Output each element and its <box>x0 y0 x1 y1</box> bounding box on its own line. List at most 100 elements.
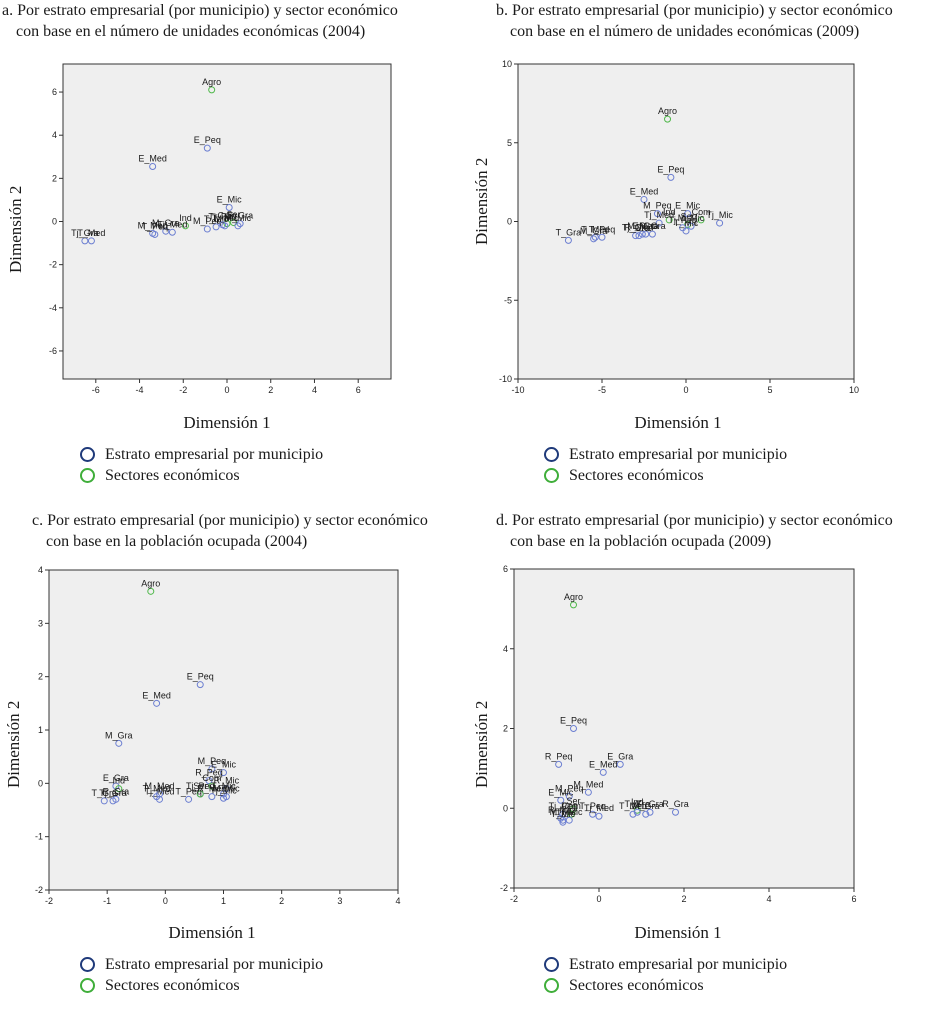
scatter-point <box>570 601 577 609</box>
point-label: T_Peq <box>142 221 169 231</box>
scatter-point <box>629 810 637 818</box>
legend-item-estrato: Estrato empresarial por municipio <box>80 954 323 975</box>
point-label: Tj_Mic <box>706 210 733 220</box>
scatter-chart: -10 -5 0 5 10 -10 -5 0 5 10 Agro E_Peq E_Med M_Peq E_M… <box>499 59 859 395</box>
scatter-point <box>684 210 692 218</box>
scatter-point <box>589 810 597 818</box>
x-tick-label: -4 <box>136 385 144 395</box>
panel-title-line1: b. Por estrato empresarial (por municipi… <box>496 2 893 19</box>
point-label: Com <box>217 211 236 221</box>
scatter-point <box>220 769 227 777</box>
scatter-point <box>147 587 155 595</box>
point-label: Ser <box>566 796 580 806</box>
scatter-point <box>234 222 242 230</box>
scatter-point <box>635 232 643 240</box>
scatter-point <box>87 237 95 245</box>
scatter-point <box>632 232 640 240</box>
point-label: E_Gra <box>633 221 659 231</box>
scatter-point <box>716 219 724 227</box>
scatter-point <box>682 227 690 235</box>
legend-label-sectores: Sectores económicos <box>569 467 704 484</box>
point-label: Tj_Gra <box>636 799 664 809</box>
point-label: T_Mic <box>204 214 229 224</box>
scatter-point <box>687 222 695 230</box>
y-tick-label: -6 <box>49 346 57 356</box>
scatter-point <box>225 203 233 211</box>
legend-marker-estrato <box>544 957 559 972</box>
point-label: M_Mic <box>550 807 577 817</box>
y-tick-label: 0 <box>503 803 508 813</box>
x-tick-label: 3 <box>337 896 342 906</box>
y-tick-label: 4 <box>38 565 43 575</box>
point-label: E_Med <box>630 186 659 196</box>
legend: Estrato empresarial por municipio Sector… <box>544 444 787 486</box>
legend-item-sectores: Sectores económicos <box>544 465 787 486</box>
panel-title: d. Por estrato empresarial (por municipi… <box>496 510 936 552</box>
scatter-point <box>595 812 603 820</box>
panel-title-line1: d. Por estrato empresarial (por municipi… <box>496 512 893 529</box>
x-tick-label: -2 <box>45 896 53 906</box>
point-label: T_Med <box>77 228 105 238</box>
point-label: E_Peq <box>194 135 221 145</box>
scatter-point <box>222 785 230 793</box>
point-label: T_Mic <box>551 809 576 819</box>
scatter-point <box>684 221 692 229</box>
point-label: Tj_Peq <box>668 215 697 225</box>
scatter-point <box>208 782 216 790</box>
point-label: T_Mic <box>674 218 699 228</box>
point-label: Tj_Gra <box>99 788 127 798</box>
point-label: R_Med <box>624 223 653 233</box>
legend-label-sectores: Sectores económicos <box>105 977 240 994</box>
point-label: E_Peq <box>187 672 214 682</box>
panel-c: c. Por estrato empresarial (por municipi… <box>0 505 468 1010</box>
y-tick-label: 2 <box>503 724 508 734</box>
point-label: T_Gra <box>624 799 650 809</box>
legend-item-estrato: Estrato empresarial por municipio <box>544 444 787 465</box>
scatter-point <box>230 219 238 227</box>
legend-marker-estrato <box>80 957 95 972</box>
point-label: E_Med <box>138 153 167 163</box>
point-label: Tj_Med <box>145 786 175 796</box>
point-label: E_Mic <box>548 787 574 797</box>
point-label: R_Gra <box>103 786 130 796</box>
point-label: Agro <box>202 77 221 87</box>
x-tick-label: -2 <box>179 385 187 395</box>
scatter-point <box>220 794 227 802</box>
y-tick-label: -5 <box>504 295 512 305</box>
scatter-point <box>212 223 220 231</box>
y-axis-label: Dimensión 2 <box>472 700 491 788</box>
point-label: T_Gra <box>556 227 582 237</box>
scatter-point <box>672 808 679 816</box>
plot-area <box>48 569 399 891</box>
panel-b: b. Por estrato empresarial (por municipi… <box>468 0 936 505</box>
scatter-point <box>584 788 592 796</box>
point-label: M_Mic <box>213 784 240 794</box>
legend-label-sectores: Sectores económicos <box>105 467 240 484</box>
x-tick-label: 0 <box>224 385 229 395</box>
y-tick-label: 0 <box>507 217 512 227</box>
y-tick-label: -2 <box>49 260 57 270</box>
point-label: E_Gra <box>103 773 129 783</box>
x-tick-label: 6 <box>851 894 856 904</box>
point-label: Agro <box>564 592 583 602</box>
y-tick-label: 1 <box>38 725 43 735</box>
scatter-point <box>205 777 213 785</box>
scatter-point <box>642 230 650 238</box>
x-tick-label: 10 <box>849 385 859 395</box>
plot-area <box>62 63 392 380</box>
y-tick-label: 0 <box>52 217 57 227</box>
scatter-point <box>640 195 648 203</box>
x-tick-label: -5 <box>598 385 606 395</box>
panel-title-line2: con base en el número de unidades económ… <box>510 23 860 40</box>
scatter-point <box>115 785 123 793</box>
point-label: Tj_Med <box>584 803 614 813</box>
scatter-point <box>151 230 159 238</box>
point-label: R_Peq <box>195 768 223 778</box>
legend-label-estrato: Estrato empresarial por municipio <box>105 956 324 973</box>
x-axis-label: Dimensión 1 <box>168 923 256 942</box>
x-tick-label: 0 <box>163 896 168 906</box>
scatter-point <box>115 739 123 747</box>
panel-title-line1: c. Por estrato empresarial (por municipi… <box>32 512 428 529</box>
scatter-point <box>162 227 170 235</box>
scatter-point <box>153 793 161 801</box>
